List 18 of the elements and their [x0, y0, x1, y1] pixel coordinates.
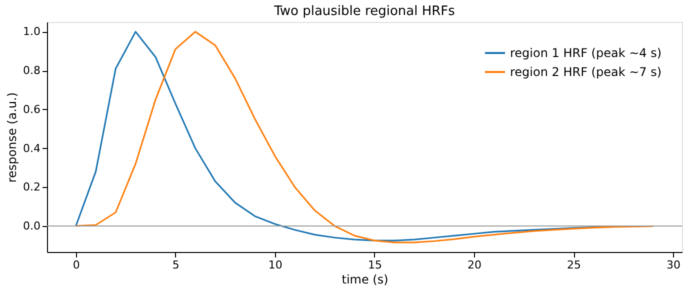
x-tick-label: 0: [72, 258, 80, 272]
y-axis-title: response (a.u.): [5, 92, 20, 183]
y-tick-label: 0.4: [23, 142, 40, 155]
y-tick-label: 0.8: [23, 64, 40, 78]
legend-label: region 1 HRF (peak ~4 s): [510, 46, 662, 60]
x-tick-label: 15: [368, 258, 382, 272]
chart-title: Two plausible regional HRFs: [273, 4, 456, 19]
y-tick-label: 0.0: [23, 219, 40, 232]
x-tick-label: 20: [467, 258, 482, 272]
x-tick-label: 25: [567, 258, 582, 272]
y-tick-label: 1.0: [23, 25, 40, 38]
y-tick-label: 0.6: [23, 102, 40, 116]
legend-label: region 2 HRF (peak ~7 s): [510, 65, 662, 79]
y-tick-label: 0.2: [23, 180, 40, 194]
x-tick-label: 30: [666, 258, 681, 272]
x-tick-label: 10: [268, 258, 282, 272]
x-axis-title: time (s): [342, 272, 388, 286]
x-tick-label: 5: [172, 258, 180, 272]
